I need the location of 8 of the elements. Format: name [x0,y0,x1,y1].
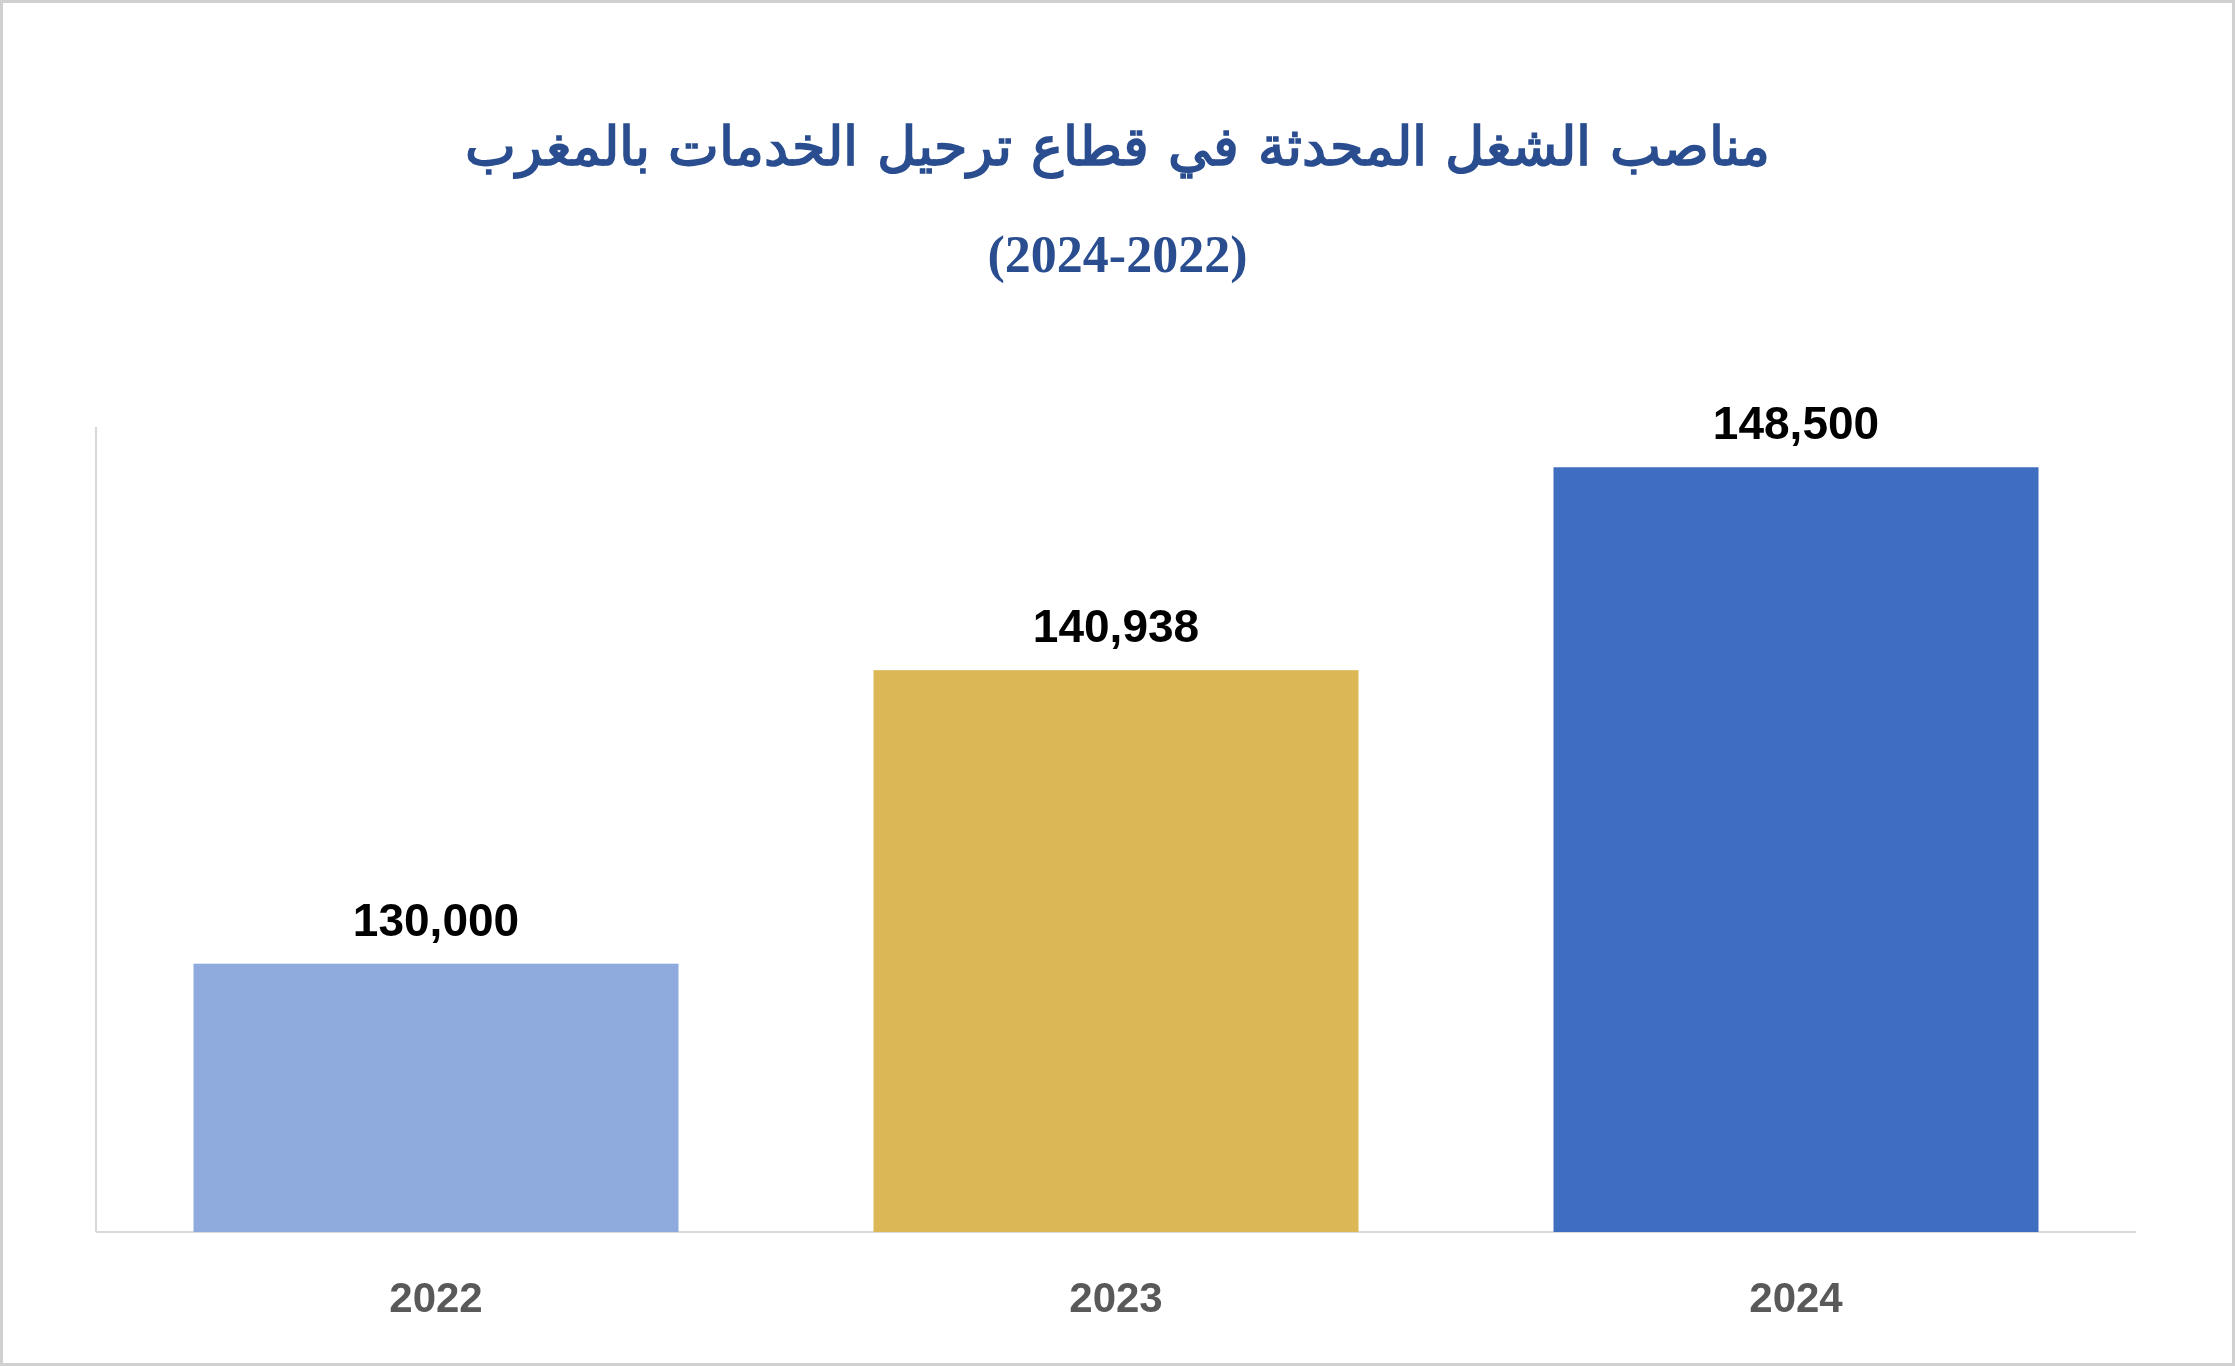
chart-subtitle: (2024-2022) [987,226,1248,284]
x-tick-label: 2022 [389,1274,483,1321]
data-label: 148,500 [1712,397,1880,450]
data-label: 140,938 [1032,600,1200,653]
chart-title: مناصب الشغل المحدثة في قطاع ترحيل الخدمات بالمغرب [464,114,1771,180]
data-label: 130,000 [352,893,520,946]
x-tick-label: 2023 [1069,1274,1163,1321]
x-tick-label: 2024 [1749,1274,1844,1321]
